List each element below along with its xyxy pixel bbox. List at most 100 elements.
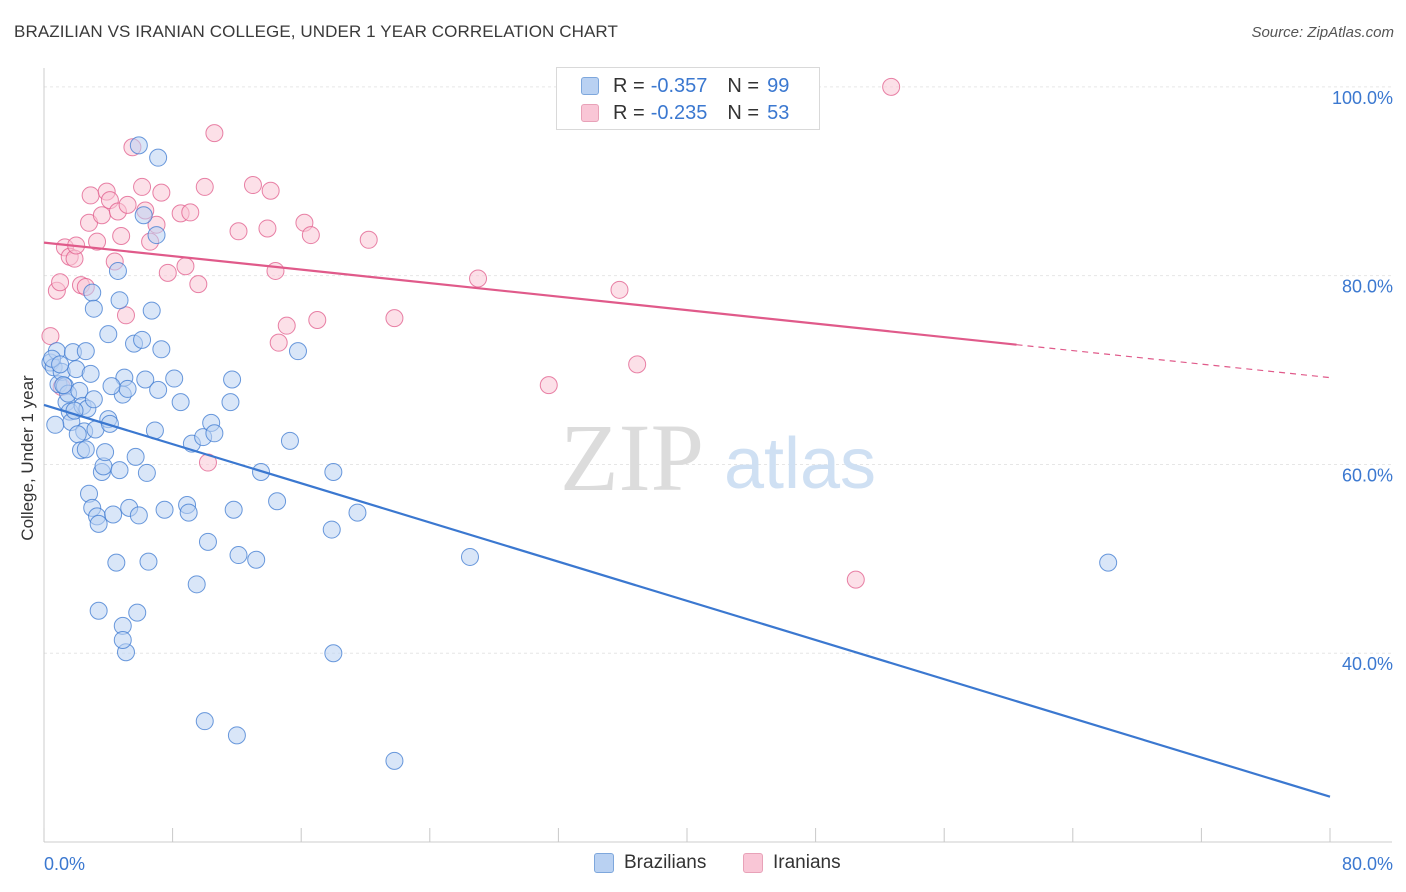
legend-r-value: -0.235 bbox=[650, 101, 708, 124]
series-legend: Brazilians Iranians bbox=[0, 852, 1406, 876]
watermark: ZIP atlas bbox=[560, 404, 876, 511]
data-point-iranians bbox=[846, 570, 865, 589]
y-axis-label: College, Under 1 year bbox=[18, 375, 37, 541]
data-point-brazilians bbox=[268, 492, 287, 511]
grid-lines bbox=[44, 86, 1392, 654]
data-point-brazilians bbox=[113, 631, 132, 650]
legend-r-label: R = bbox=[613, 74, 645, 97]
data-point-brazilians bbox=[288, 342, 307, 361]
data-point-iranians bbox=[385, 309, 404, 328]
legend-swatch-iranians bbox=[743, 853, 763, 873]
legend-swatch-brazilians bbox=[581, 77, 599, 95]
data-point-brazilians bbox=[81, 364, 100, 383]
data-point-brazilians bbox=[118, 379, 137, 398]
data-point-brazilians bbox=[195, 712, 214, 731]
trend-line-extension-iranians bbox=[1016, 344, 1331, 379]
x-tick-label-min: 0.0% bbox=[44, 854, 85, 874]
trend-line-brazilians bbox=[43, 403, 1331, 798]
data-point-brazilians bbox=[133, 330, 152, 349]
data-point-iranians bbox=[112, 227, 131, 246]
data-point-brazilians bbox=[348, 503, 367, 522]
data-point-brazilians bbox=[1099, 553, 1118, 572]
data-point-brazilians bbox=[198, 532, 217, 551]
watermark-atlas: atlas bbox=[724, 424, 876, 504]
data-point-brazilians bbox=[108, 261, 127, 280]
data-point-brazilians bbox=[84, 299, 103, 318]
data-point-brazilians bbox=[129, 506, 148, 525]
data-point-brazilians bbox=[385, 751, 404, 770]
data-point-brazilians bbox=[324, 462, 343, 481]
data-point-brazilians bbox=[149, 380, 168, 399]
data-point-iranians bbox=[118, 195, 137, 214]
data-point-brazilians bbox=[89, 514, 108, 533]
data-point-brazilians bbox=[147, 226, 166, 245]
y-tick-label: 100.0% bbox=[1332, 88, 1393, 108]
data-point-iranians bbox=[266, 261, 285, 280]
trend-line-iranians bbox=[43, 241, 1017, 346]
legend-n-value: 99 bbox=[767, 74, 790, 97]
tick-labels: 40.0% 60.0% 80.0% 100.0% 0.0% 80.0% bbox=[44, 88, 1393, 874]
y-tick-label: 40.0% bbox=[1342, 654, 1393, 674]
data-point-iranians bbox=[301, 226, 320, 245]
data-point-iranians bbox=[610, 280, 629, 299]
legend-n-label: N = bbox=[727, 101, 760, 124]
data-point-iranians bbox=[243, 176, 262, 195]
data-point-brazilians bbox=[104, 505, 123, 524]
data-point-iranians bbox=[882, 77, 901, 96]
data-point-iranians bbox=[308, 311, 327, 330]
data-point-brazilians bbox=[137, 463, 156, 482]
data-point-brazilians bbox=[107, 553, 126, 572]
legend-swatch-brazilians bbox=[594, 853, 614, 873]
data-point-iranians bbox=[116, 306, 135, 325]
data-point-brazilians bbox=[223, 370, 242, 389]
data-point-brazilians bbox=[68, 425, 87, 444]
legend-label-brazilians: Brazilians bbox=[624, 852, 707, 873]
data-point-brazilians bbox=[46, 415, 65, 434]
data-point-brazilians bbox=[128, 603, 147, 622]
data-point-brazilians bbox=[76, 342, 95, 361]
axes bbox=[43, 68, 1392, 843]
legend-item-brazilians[interactable]: Brazilians bbox=[594, 852, 706, 874]
data-point-brazilians bbox=[54, 376, 73, 395]
data-point-brazilians bbox=[205, 424, 224, 443]
data-point-iranians bbox=[469, 269, 488, 288]
data-point-iranians bbox=[51, 273, 70, 292]
data-point-brazilians bbox=[136, 370, 155, 389]
data-point-iranians bbox=[195, 177, 214, 196]
data-point-brazilians bbox=[84, 390, 103, 409]
data-point-brazilians bbox=[155, 500, 174, 519]
data-point-iranians bbox=[189, 275, 208, 294]
data-point-brazilians bbox=[227, 726, 246, 745]
y-tick-label: 80.0% bbox=[1342, 277, 1393, 297]
data-point-brazilians bbox=[102, 377, 121, 396]
data-point-brazilians bbox=[76, 440, 95, 459]
data-point-brazilians bbox=[179, 503, 198, 522]
data-point-iranians bbox=[176, 257, 195, 276]
watermark-zip: ZIP bbox=[560, 404, 704, 511]
trend-lines bbox=[43, 241, 1331, 798]
data-point-brazilians bbox=[322, 520, 341, 539]
chart-title: BRAZILIAN VS IRANIAN COLLEGE, UNDER 1 YE… bbox=[14, 22, 618, 41]
series-brazilians bbox=[41, 136, 1118, 770]
legend-item-iranians[interactable]: Iranians bbox=[743, 852, 841, 874]
legend-n-label: N = bbox=[727, 74, 760, 97]
data-point-iranians bbox=[277, 316, 296, 335]
data-point-iranians bbox=[628, 355, 647, 374]
chart-source: Source: ZipAtlas.com bbox=[1251, 24, 1394, 41]
data-point-iranians bbox=[261, 181, 280, 200]
data-point-brazilians bbox=[126, 447, 145, 466]
data-point-iranians bbox=[133, 177, 152, 196]
data-point-brazilians bbox=[100, 414, 119, 433]
data-point-brazilians bbox=[247, 550, 266, 569]
legend-label-iranians: Iranians bbox=[773, 852, 841, 873]
data-point-iranians bbox=[205, 124, 224, 143]
data-point-iranians bbox=[88, 232, 107, 251]
y-tick-label: 60.0% bbox=[1342, 465, 1393, 485]
data-point-brazilians bbox=[221, 393, 240, 412]
data-point-iranians bbox=[81, 186, 100, 205]
legend-row-iranians: R = -0.235 N = 53 bbox=[581, 101, 789, 125]
data-point-brazilians bbox=[134, 206, 153, 225]
legend-r-label: R = bbox=[613, 101, 645, 124]
data-point-brazilians bbox=[51, 355, 70, 374]
